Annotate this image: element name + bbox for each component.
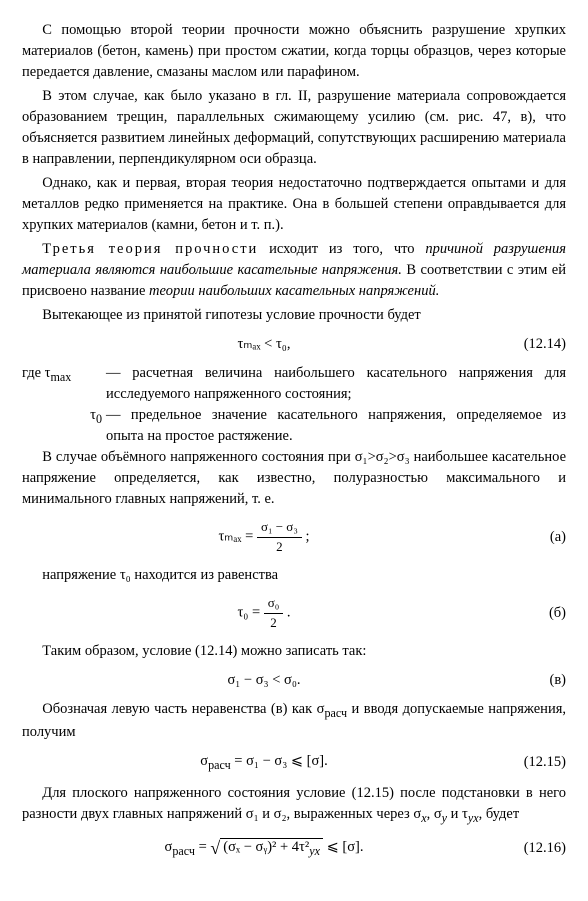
definition-row: τ0 — предельное значение касательного на… bbox=[22, 405, 566, 447]
definition-symbol: где τmax bbox=[22, 363, 106, 405]
paragraph: Таким образом, условие (12.14) можно зап… bbox=[22, 641, 566, 662]
fraction: σ₁ − σ₃2 bbox=[257, 518, 302, 557]
paragraph: С помощью второй теории прочности можно … bbox=[22, 20, 566, 83]
equation-number: (б) bbox=[506, 603, 566, 624]
definition-text: — предельное значение касательного напря… bbox=[106, 405, 566, 447]
equation-number: (12.14) bbox=[506, 334, 566, 355]
fraction: σ₀2 bbox=[264, 594, 284, 633]
paragraph: Третья теория прочности исходит из того,… bbox=[22, 239, 566, 302]
paragraph: Обозначая левую часть неравенства (в) ка… bbox=[22, 699, 566, 743]
definition-row: где τmax — расчетная величина наибольшег… bbox=[22, 363, 566, 405]
paragraph: В случае объёмного напряженного состояни… bbox=[22, 447, 566, 510]
paragraph: Для плоского напряженного состояния усло… bbox=[22, 783, 566, 827]
paragraph: В этом случае, как было указано в гл. II… bbox=[22, 86, 566, 170]
paragraph: напряжение τ₀ находится из равенства bbox=[22, 565, 566, 586]
equation-number: (12.15) bbox=[506, 752, 566, 773]
equation-number: (12.16) bbox=[506, 838, 566, 859]
equation-a: τₘₐₓ = σ₁ − σ₃2 ; (а) bbox=[22, 518, 566, 557]
equation-number: (а) bbox=[506, 527, 566, 548]
equation-body: σрасч = σ₁ − σ₃ ⩽ [σ]. bbox=[22, 751, 506, 774]
definition-text: — расчетная величина наибольшего касател… bbox=[106, 363, 566, 405]
emphasis-spaced: Третья теория прочности bbox=[42, 241, 258, 257]
emphasis-italic: теории наибольших касательных напряжений… bbox=[149, 283, 439, 299]
equation-body: σрасч = √(σₓ − σᵧ)² + 4τ²yx ⩽ [σ]. bbox=[22, 835, 506, 861]
equation-b: τ₀ = σ₀2 . (б) bbox=[22, 594, 566, 633]
paragraph: Однако, как и первая, вторая теория недо… bbox=[22, 173, 566, 236]
equation-body: τₘₐₓ < τ₀, bbox=[22, 334, 506, 355]
equation-v: σ₁ − σ₃ < σ₀. (в) bbox=[22, 670, 566, 691]
definition-symbol: τ0 bbox=[22, 405, 106, 447]
equation-body: σ₁ − σ₃ < σ₀. bbox=[22, 670, 506, 691]
equation-body: τₘₐₓ = σ₁ − σ₃2 ; bbox=[22, 518, 506, 557]
paragraph: Вытекающее из принятой гипотезы условие … bbox=[22, 305, 566, 326]
equation-number: (в) bbox=[506, 670, 566, 691]
equation-12-14: τₘₐₓ < τ₀, (12.14) bbox=[22, 334, 566, 355]
equation-12-16: σрасч = √(σₓ − σᵧ)² + 4τ²yx ⩽ [σ]. (12.1… bbox=[22, 835, 566, 861]
equation-12-15: σрасч = σ₁ − σ₃ ⩽ [σ]. (12.15) bbox=[22, 751, 566, 774]
sqrt-icon: √ bbox=[210, 838, 220, 858]
equation-body: τ₀ = σ₀2 . bbox=[22, 594, 506, 633]
